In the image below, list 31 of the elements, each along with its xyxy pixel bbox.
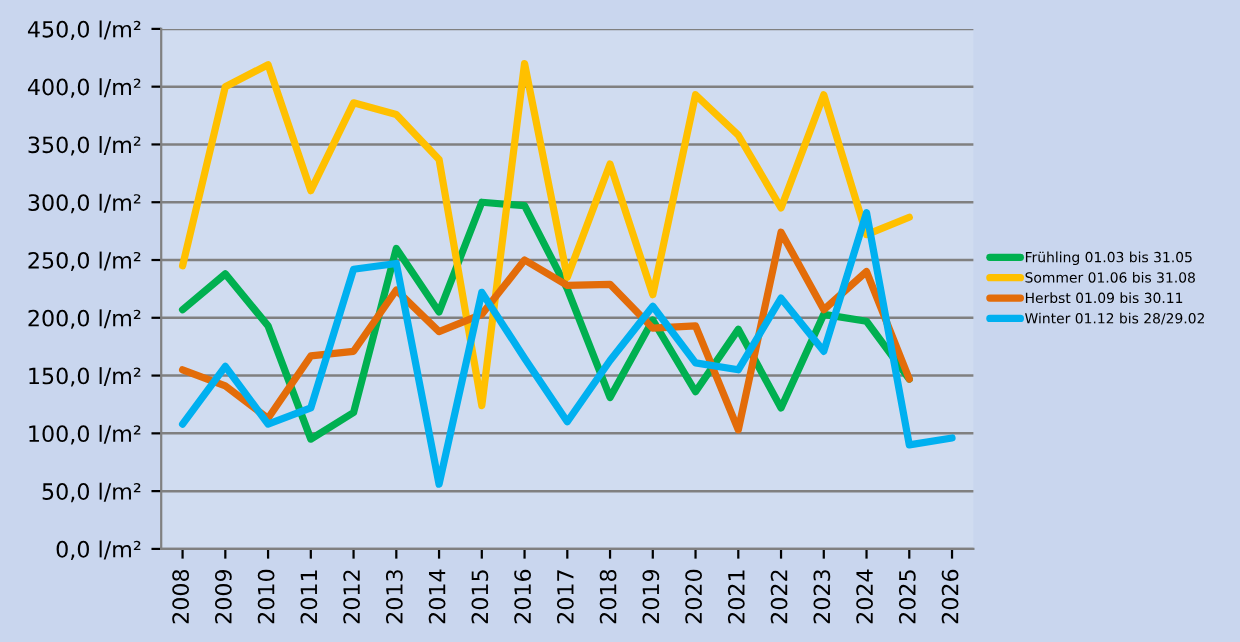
y-tick-label: 200,0 l/m² [28,309,141,329]
x-tick-label: 2012 [343,570,361,624]
x-tick-label: 2026 [941,569,959,624]
y-tick-label: 450,0 l/m² [27,20,141,40]
x-tick-label: 2021 [727,570,745,624]
y-tick-label: 300,0 l/m² [28,193,141,214]
x-tick-label: 2014 [428,569,446,624]
x-tick-label: 2019 [642,569,660,624]
line-series [178,59,913,410]
x-tick-label: 2010 [257,569,275,624]
x-tick-label: 2025 [898,570,916,624]
y-tick-label: 100,0 l/m² [29,424,141,445]
x-tick-label: 2013 [385,570,403,624]
x-tick-label: 2009 [214,569,232,624]
x-tick-label: 2024 [856,569,873,624]
x-tick-label: 2023 [813,570,831,624]
y-tick-label: 150,0 l/m² [29,367,141,387]
x-tick-label: 2022 [770,570,788,624]
line-series [178,209,956,488]
y-tick-label: 50,0 l/m² [42,482,141,503]
x-tick-label: 2015 [471,570,489,624]
y-tick-label: 0,0 l/m² [56,540,141,560]
x-tick-label: 2011 [300,570,318,624]
y-tick-label: 400,0 l/m² [27,78,141,98]
x-tick-label: 2008 [172,569,190,624]
y-tick-label: 350,0 l/m² [28,136,141,156]
x-tick-label: 2017 [556,570,574,624]
y-tick-label: 250,0 l/m² [28,251,141,272]
x-tick-label: 2020 [685,569,702,624]
x-tick-label: 2018 [599,569,617,624]
x-tick-label: 2016 [514,569,531,624]
